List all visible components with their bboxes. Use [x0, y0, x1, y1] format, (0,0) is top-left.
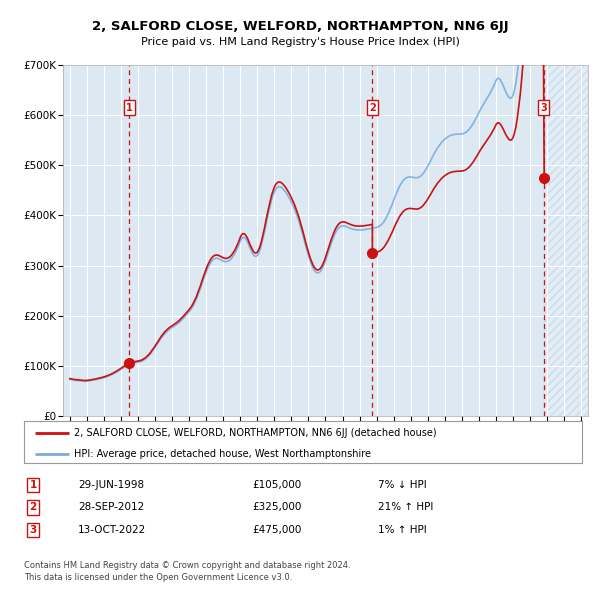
- Text: 3: 3: [540, 103, 547, 113]
- Text: 1: 1: [29, 480, 37, 490]
- Text: 21% ↑ HPI: 21% ↑ HPI: [378, 503, 433, 512]
- Text: 2, SALFORD CLOSE, WELFORD, NORTHAMPTON, NN6 6JJ: 2, SALFORD CLOSE, WELFORD, NORTHAMPTON, …: [92, 20, 508, 33]
- Text: 2, SALFORD CLOSE, WELFORD, NORTHAMPTON, NN6 6JJ (detached house): 2, SALFORD CLOSE, WELFORD, NORTHAMPTON, …: [74, 428, 437, 438]
- Text: HPI: Average price, detached house, West Northamptonshire: HPI: Average price, detached house, West…: [74, 449, 371, 459]
- Text: This data is licensed under the Open Government Licence v3.0.: This data is licensed under the Open Gov…: [24, 572, 292, 582]
- Text: Price paid vs. HM Land Registry's House Price Index (HPI): Price paid vs. HM Land Registry's House …: [140, 38, 460, 47]
- Text: 3: 3: [29, 525, 37, 535]
- Bar: [544, 65, 588, 416]
- Text: Contains HM Land Registry data © Crown copyright and database right 2024.: Contains HM Land Registry data © Crown c…: [24, 560, 350, 570]
- Text: £325,000: £325,000: [252, 503, 301, 512]
- Text: 28-SEP-2012: 28-SEP-2012: [78, 503, 144, 512]
- Text: 1: 1: [126, 103, 133, 113]
- Text: £105,000: £105,000: [252, 480, 301, 490]
- Text: 13-OCT-2022: 13-OCT-2022: [78, 525, 146, 535]
- Text: 2: 2: [29, 503, 37, 512]
- Text: 1% ↑ HPI: 1% ↑ HPI: [378, 525, 427, 535]
- Text: 29-JUN-1998: 29-JUN-1998: [78, 480, 144, 490]
- Text: 7% ↓ HPI: 7% ↓ HPI: [378, 480, 427, 490]
- Text: 2: 2: [369, 103, 376, 113]
- Text: £475,000: £475,000: [252, 525, 301, 535]
